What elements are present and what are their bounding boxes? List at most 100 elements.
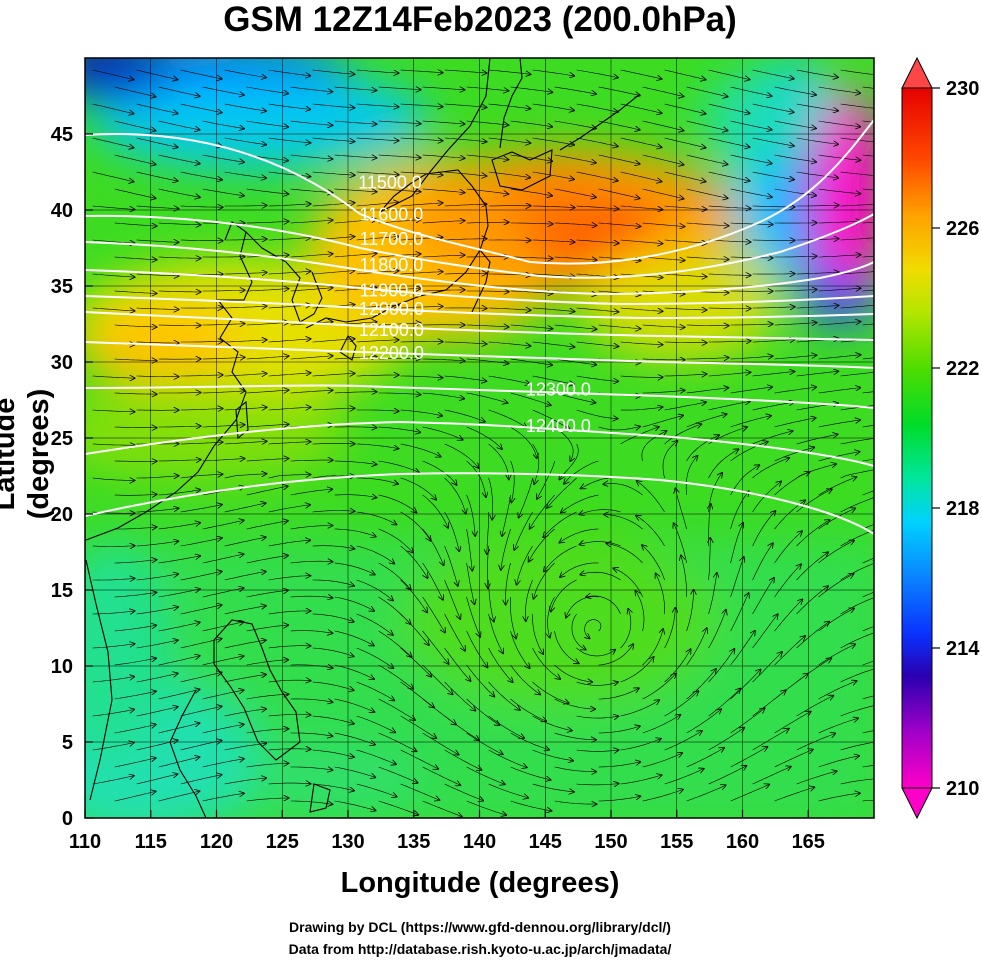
streamline-arrow [620, 307, 663, 311]
streamline-arrow [356, 579, 393, 600]
y-tick-label: 20 [51, 504, 73, 526]
streamline-arrow [290, 489, 333, 496]
streamline-arrow [158, 223, 201, 225]
streamline-arrow [664, 308, 707, 310]
colorbar-tick-label: 210 [946, 778, 979, 800]
streamline-arrow [774, 712, 811, 734]
streamline-arrow [818, 221, 861, 223]
streamline-arrow [444, 715, 479, 740]
streamline-arrow [730, 593, 749, 632]
streamline-arrow [637, 481, 665, 513]
streamline-arrow [796, 586, 828, 615]
streamline-arrow [136, 541, 179, 547]
streamline-arrow [796, 771, 837, 785]
streamline-arrow [686, 748, 724, 768]
streamline-arrow [796, 520, 830, 547]
streamline-arrow [400, 376, 443, 378]
streamline-arrow [136, 476, 179, 478]
streamline-arrow [356, 511, 397, 525]
streamline-arrow [551, 579, 577, 611]
streamline-arrow [796, 733, 836, 751]
streamline-arrow [510, 630, 530, 668]
streamline-arrow [158, 757, 200, 768]
streamline-arrow [92, 273, 135, 277]
streamline-arrow [752, 729, 789, 751]
streamline-arrow [664, 103, 706, 114]
streamline-arrow [818, 681, 857, 700]
streamline-arrow [422, 528, 444, 565]
y-tick-label: 40 [51, 200, 73, 222]
streamline-arrow [268, 407, 311, 410]
streamline-arrow [818, 420, 860, 428]
streamline-arrow [796, 171, 839, 178]
streamline-arrow [774, 387, 817, 394]
streamline-arrow [92, 478, 135, 480]
streamline-arrow [554, 223, 597, 226]
y-axis-label: Latitude (degrees) [0, 388, 55, 520]
streamline-arrow [774, 188, 817, 196]
streamline-arrow [664, 731, 702, 751]
streamline-arrow [224, 103, 266, 111]
x-axis-label: Longitude (degrees) [340, 867, 620, 899]
streamline-arrow [796, 272, 839, 274]
streamline-arrow [158, 622, 200, 632]
streamline-arrow [268, 69, 311, 76]
streamline-arrow [202, 290, 245, 291]
streamline-arrow [686, 257, 729, 259]
streamline-arrow [158, 589, 200, 598]
streamline-arrow [400, 545, 428, 578]
streamline-arrow [312, 511, 355, 513]
streamline-arrow [686, 86, 728, 97]
streamline-arrow [708, 274, 751, 275]
streamline-arrow [246, 188, 289, 194]
streamline-arrow [180, 240, 223, 241]
streamline-arrow [92, 171, 134, 182]
streamline-arrow [378, 562, 411, 590]
streamline-arrow [664, 769, 704, 785]
streamline-arrow [224, 171, 267, 178]
coast-borneo [169, 689, 207, 818]
streamline-arrow [519, 477, 533, 518]
streamline-arrow [840, 778, 874, 785]
streamline-arrow [752, 652, 782, 683]
contour-labels: 11500.0 11600.0 11700.0 11800.0 11900.012000… [358, 173, 591, 436]
streamline-arrow [774, 447, 815, 462]
streamline-arrow [180, 538, 222, 547]
streamline-arrow [510, 732, 549, 750]
streamline-arrow [774, 600, 803, 632]
streamline-arrow [180, 672, 222, 683]
streamline-arrow [334, 766, 376, 777]
streamline-arrow [422, 392, 465, 399]
streamline-arrow [818, 188, 861, 194]
streamline-arrow [530, 494, 555, 529]
streamline-arrow [312, 171, 355, 175]
streamline-arrow [576, 647, 616, 657]
streamline-arrow [708, 401, 750, 411]
streamline-arrow [378, 460, 419, 472]
y-tick-label: 35 [51, 276, 73, 298]
streamline-arrow [862, 591, 874, 598]
streamline-arrow [818, 756, 859, 768]
streamline-arrow [400, 70, 443, 73]
streamline-arrow [730, 356, 773, 359]
streamline-arrow [290, 699, 333, 702]
coast-korea-china [85, 221, 253, 541]
streamline-arrow [444, 409, 485, 422]
streamline-arrow [862, 626, 874, 632]
streamline-arrow [488, 240, 531, 241]
streamline-arrow [774, 256, 817, 257]
streamline-arrow [224, 137, 267, 145]
streamline-arrow [158, 426, 201, 427]
streamline-arrow [202, 793, 244, 802]
streamline-arrow [290, 596, 333, 598]
streamline-arrow [246, 590, 288, 598]
streamline-arrow [466, 630, 488, 667]
streamline-arrow [444, 647, 471, 681]
streamline-arrow [92, 410, 135, 412]
streamline-arrow [642, 222, 685, 227]
streamline-arrow [620, 171, 662, 182]
streamline-arrow [642, 359, 685, 360]
streamline-arrow [598, 86, 640, 96]
streamline-arrow [796, 305, 839, 308]
colorbar-tick-label: 222 [946, 358, 979, 380]
